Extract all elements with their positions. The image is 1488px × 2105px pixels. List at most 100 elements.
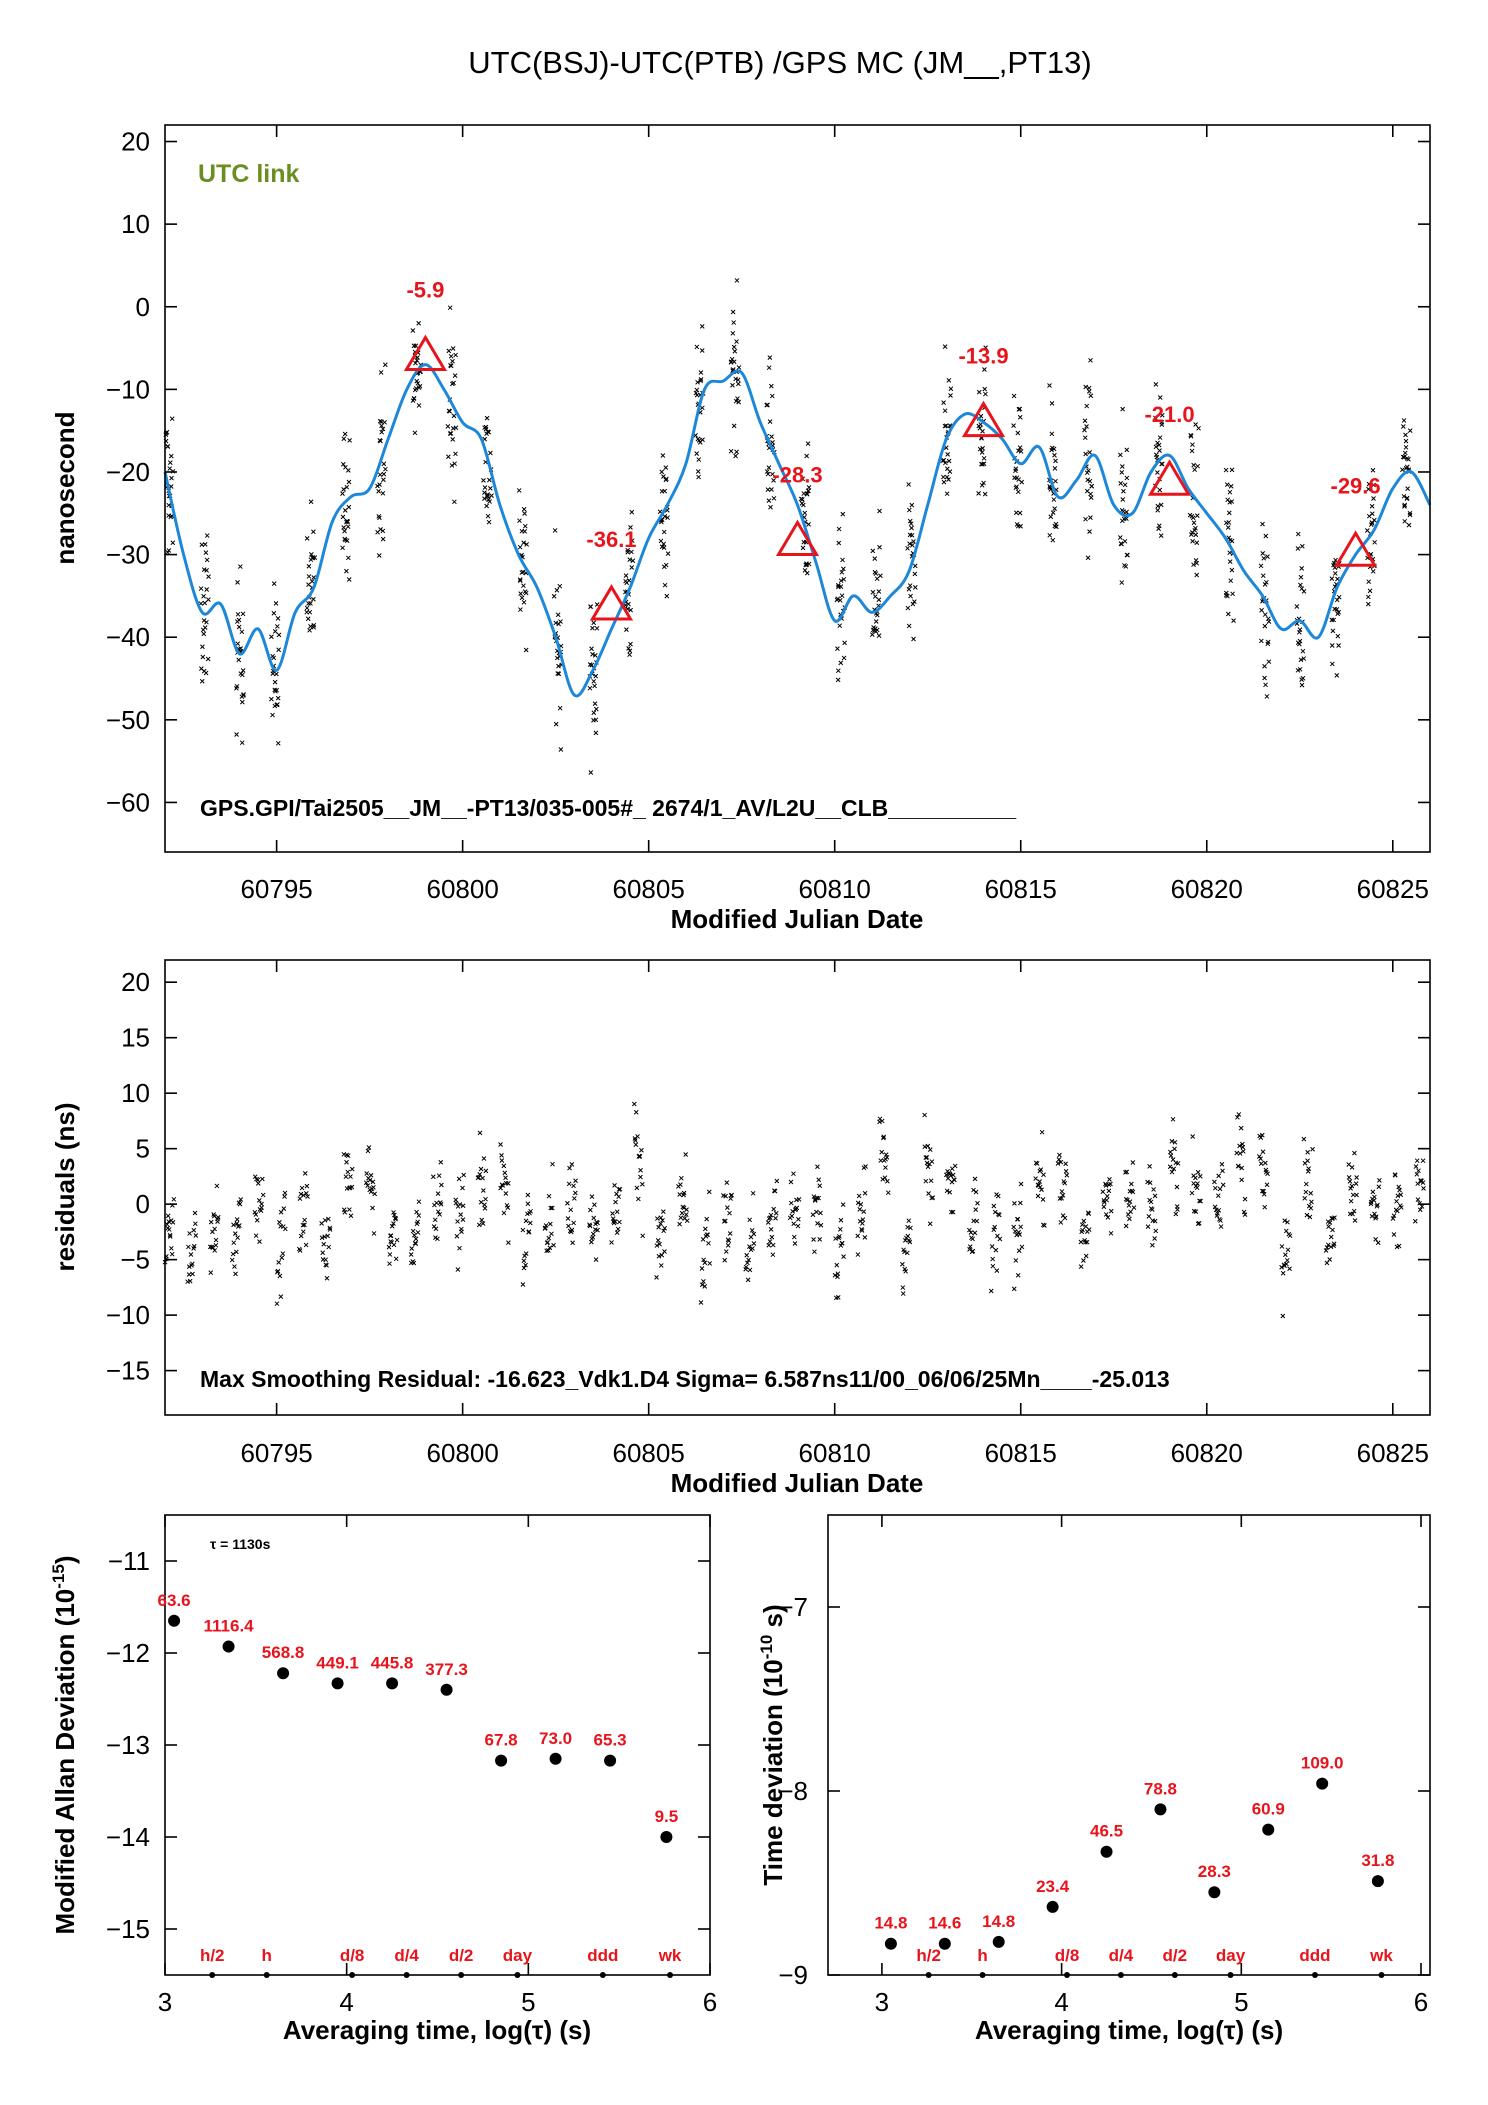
residual-point <box>1302 1195 1308 1201</box>
residual-point <box>900 1285 906 1290</box>
data-point <box>380 426 386 432</box>
residual-point <box>304 1183 310 1189</box>
data-point <box>1017 414 1023 420</box>
point-label: 31.8 <box>1361 1851 1394 1870</box>
y-tick-label: −50 <box>106 705 150 735</box>
residual-point <box>1062 1215 1068 1221</box>
residual-point <box>991 1227 997 1233</box>
residual-point <box>1328 1234 1334 1240</box>
residual-point <box>301 1192 306 1198</box>
data-point <box>166 548 172 553</box>
data-point <box>1402 450 1408 456</box>
data-point <box>942 408 948 414</box>
residual-point <box>415 1219 421 1225</box>
residual-point <box>927 1221 933 1227</box>
data-point <box>521 506 527 512</box>
tau-annotation: τ = 1130s <box>210 1536 271 1552</box>
data-point <box>593 730 599 736</box>
data-point <box>1365 601 1371 607</box>
residual-point <box>1018 1224 1024 1230</box>
residual-point <box>1083 1239 1088 1245</box>
data-point <box>765 471 771 477</box>
data-point <box>1369 503 1375 509</box>
residual-point <box>616 1194 622 1200</box>
residual-point <box>393 1216 398 1222</box>
x-tick-label: 60820 <box>1171 874 1243 904</box>
residual-point <box>811 1237 816 1242</box>
residual-point <box>879 1149 885 1155</box>
triangle-marker <box>961 400 1006 438</box>
residual-point <box>1126 1203 1132 1208</box>
residual-point <box>1212 1179 1217 1185</box>
residual-point <box>812 1198 818 1203</box>
data-point <box>1193 532 1199 538</box>
residual-point <box>1081 1218 1087 1224</box>
data-point <box>202 625 208 630</box>
residual-point <box>812 1249 817 1255</box>
residual-point <box>1332 1215 1337 1220</box>
data-point <box>591 620 597 626</box>
residual-point <box>371 1231 377 1236</box>
data-point <box>270 712 275 718</box>
residual-point <box>1086 1227 1092 1232</box>
residual-point <box>1168 1153 1174 1158</box>
data-point <box>836 540 842 546</box>
residual-point <box>1420 1180 1426 1185</box>
residual-point <box>260 1192 266 1198</box>
residual-point <box>1373 1214 1379 1220</box>
data-point <box>199 678 205 684</box>
residual-point <box>234 1217 240 1222</box>
residual-point <box>349 1166 355 1172</box>
data-point <box>1298 657 1304 663</box>
residual-point <box>1412 1218 1418 1224</box>
data-point <box>1366 481 1372 487</box>
data-point <box>592 701 598 706</box>
data-point <box>1086 468 1091 474</box>
residual-point <box>815 1164 820 1170</box>
residual-point <box>856 1193 862 1199</box>
residual-point <box>478 1166 484 1172</box>
y-tick-label: −40 <box>106 622 150 652</box>
residual-point <box>1282 1218 1288 1223</box>
residual-point <box>1285 1247 1291 1253</box>
x-tick-label: 60815 <box>985 1438 1057 1468</box>
data-point <box>665 515 670 521</box>
residual-point <box>944 1172 949 1178</box>
residual-point <box>365 1183 370 1189</box>
triangle-marker <box>589 584 634 621</box>
residual-point <box>633 1142 639 1147</box>
residual-point <box>1169 1169 1175 1175</box>
data-point <box>1088 491 1093 497</box>
data-point <box>1228 483 1234 489</box>
data-point <box>344 568 349 574</box>
residual-point <box>1368 1199 1374 1205</box>
residual-point <box>300 1229 306 1235</box>
data-point <box>730 309 736 315</box>
residual-point <box>767 1215 773 1221</box>
residual-point <box>1260 1188 1265 1194</box>
triangle-marker <box>1333 530 1378 567</box>
x-tick-label: 60825 <box>1357 1438 1429 1468</box>
data-point <box>448 363 454 369</box>
data-point <box>876 589 882 594</box>
residual-point <box>528 1208 533 1214</box>
residual-point <box>635 1196 641 1202</box>
deviation-point <box>938 1937 951 1950</box>
residual-point <box>1329 1216 1335 1221</box>
residual-point <box>1285 1219 1290 1225</box>
y-axis-label: Modified Allan Deviation (10-15) <box>49 1556 80 1935</box>
data-point <box>1047 484 1052 489</box>
residual-point <box>1354 1175 1359 1180</box>
data-point <box>982 367 987 372</box>
residual-point <box>770 1252 776 1258</box>
deviation-point <box>1046 1900 1059 1913</box>
data-point <box>346 479 352 485</box>
data-point <box>379 429 385 435</box>
data-point <box>943 423 949 429</box>
data-point <box>1087 478 1093 484</box>
point-label: 23.4 <box>1036 1877 1070 1896</box>
data-point <box>731 320 737 325</box>
residual-point <box>654 1243 660 1248</box>
residual-point <box>767 1239 773 1244</box>
data-point <box>627 648 633 654</box>
